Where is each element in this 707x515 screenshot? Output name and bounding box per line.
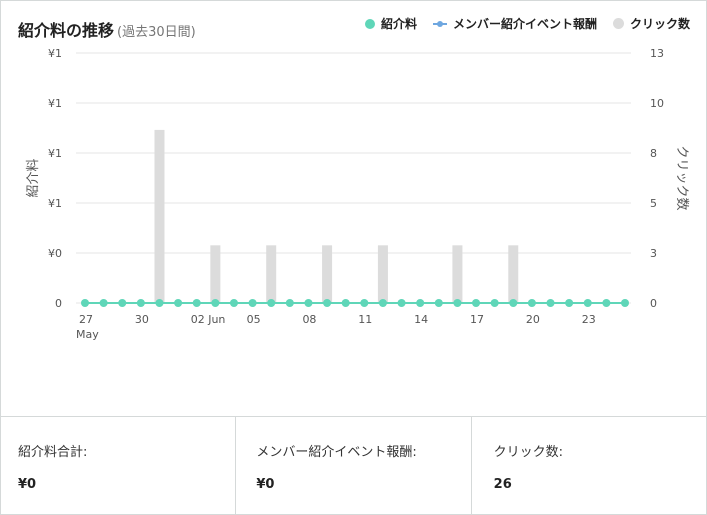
referral-fee-point: [323, 299, 332, 307]
referral-fee-point: [174, 299, 183, 307]
click-count-bar: [154, 129, 165, 303]
legend-label: クリック数: [629, 17, 690, 31]
click-count-bar: [377, 245, 388, 303]
right-axis-tick-label: 10: [650, 97, 664, 110]
x-axis-tick-label: 02 Jun: [191, 313, 226, 326]
left-axis-tick-label: 0: [55, 297, 62, 310]
stat-value: ¥0: [256, 477, 275, 492]
x-axis-tick-label: 14: [414, 313, 428, 326]
click-count-bar: [322, 245, 333, 303]
stat-total-referral-fee: 紹介料合計: ¥0: [1, 417, 237, 515]
right-axis-tick-label: 8: [650, 147, 657, 160]
referral-fee-point: [565, 299, 574, 307]
referral-fee-point: [416, 299, 425, 307]
legend-item-referral-fee[interactable]: 紹介料: [364, 15, 417, 32]
left-axis-tick-label: ¥1: [48, 147, 62, 160]
left-axis-tick-label: ¥1: [48, 97, 62, 110]
dot-marker-icon: [364, 18, 375, 29]
x-axis-tick-label: 17: [470, 313, 484, 326]
stat-label: クリック数:: [493, 445, 564, 460]
legend-item-member-event-reward[interactable]: メンバー紹介イベント報酬: [432, 15, 597, 32]
right-axis-title: クリック数: [674, 145, 689, 210]
chart-legend: 紹介料 メンバー紹介イベント報酬 クリック数: [349, 15, 690, 32]
summary-stats: 紹介料合計: ¥0 メンバー紹介イベント報酬: ¥0 クリック数: 26: [1, 416, 706, 515]
legend-label: 紹介料: [380, 17, 417, 31]
referral-fee-point: [527, 299, 536, 307]
left-axis-title: 紹介料: [26, 158, 41, 197]
x-axis-tick-label: 20: [526, 313, 540, 326]
left-axis-tick-label: ¥1: [48, 197, 62, 210]
referral-fee-point: [509, 299, 518, 307]
legend-item-clicks[interactable]: クリック数: [612, 15, 690, 32]
referral-fee-point: [192, 299, 201, 307]
referral-fee-point: [583, 299, 592, 307]
stat-value: 26: [493, 477, 512, 492]
referral-fee-point: [81, 299, 89, 307]
right-axis-tick-label: 3: [650, 247, 657, 260]
left-axis-tick-label: ¥0: [48, 247, 62, 260]
stat-clicks: クリック数: 26: [472, 417, 706, 515]
referral-fee-point: [211, 299, 220, 307]
stat-value: ¥0: [18, 477, 37, 492]
x-axis-tick-label: 30: [135, 313, 149, 326]
referral-fee-point: [378, 299, 387, 307]
x-axis-tick-label: 27: [79, 313, 93, 326]
referral-fee-point: [490, 299, 499, 307]
click-count-bar: [266, 245, 277, 303]
left-axis-tick-label: ¥1: [48, 47, 62, 60]
stat-label: 紹介料合計:: [18, 445, 88, 460]
click-count-bar: [452, 245, 463, 303]
referral-fee-point: [229, 299, 238, 307]
legend-label: メンバー紹介イベント報酬: [452, 17, 597, 31]
referral-fee-point: [434, 299, 443, 307]
referral-fee-point: [621, 299, 629, 307]
referral-fee-point: [397, 299, 406, 307]
right-axis-tick-label: 5: [650, 197, 657, 210]
referral-fee-point: [99, 299, 108, 307]
referral-fee-point: [304, 299, 313, 307]
chart-title: 紹介料の推移: [18, 21, 115, 40]
chart-header: 紹介料の推移 (過去30日間): [18, 17, 196, 41]
right-axis-tick-label: 13: [650, 47, 664, 60]
referral-fee-point: [546, 299, 555, 307]
x-axis-tick-sublabel: May: [76, 328, 99, 341]
x-axis-tick-label: 11: [358, 313, 372, 326]
referral-fee-point: [136, 299, 145, 307]
circle-marker-icon: [612, 18, 624, 29]
line-dot-marker-icon: [432, 20, 447, 27]
click-count-bar: [210, 245, 221, 303]
x-axis-tick-label: 05: [247, 313, 261, 326]
referral-fee-point: [248, 299, 257, 307]
referral-fee-point: [341, 299, 350, 307]
combo-chart: 0 0 ¥0 3 ¥1 5 ¥1 8 ¥1 10 ¥1 13 紹介料 クリック数 27 May 30 02 Jun…: [26, 47, 689, 341]
referral-fee-point: [118, 299, 127, 307]
referral-fee-point: [602, 299, 611, 307]
x-axis-tick-label: 23: [582, 313, 596, 326]
referral-fee-point: [267, 299, 276, 307]
referral-fee-point: [285, 299, 294, 307]
referral-fee-point: [453, 299, 462, 307]
referral-fee-point: [472, 299, 481, 307]
stat-label: メンバー紹介イベント報酬:: [256, 445, 417, 460]
right-axis-tick-label: 0: [650, 297, 657, 310]
x-axis-tick-label: 08: [302, 313, 316, 326]
referral-fee-point: [155, 299, 164, 307]
click-count-bar: [508, 245, 519, 303]
stat-member-event-reward: メンバー紹介イベント報酬: ¥0: [236, 417, 472, 515]
chart-subtitle: (過去30日間): [117, 25, 196, 40]
referral-fee-point: [360, 299, 369, 307]
